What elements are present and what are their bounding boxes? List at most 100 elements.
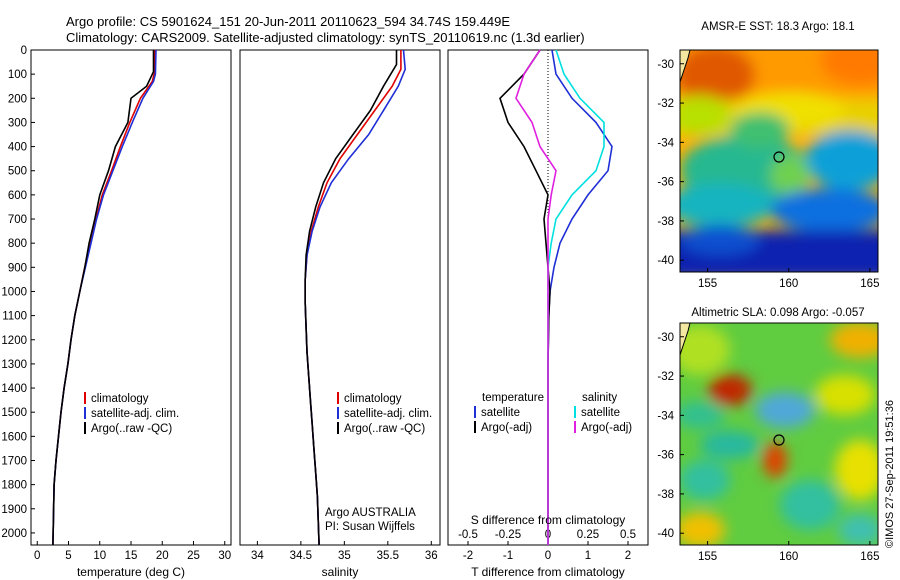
series-line-salinity-satellite xyxy=(547,49,605,545)
lat-tick-label: -38 xyxy=(657,216,674,228)
depth-tick-label: 100 xyxy=(8,69,27,81)
depth-tick-label: 400 xyxy=(8,142,27,154)
x-tick-label: -2 xyxy=(463,550,473,562)
salinity-x-axis: 34 34.5 35 35.5 36 xyxy=(251,541,438,562)
lat-tick-label: -34 xyxy=(657,137,674,149)
series-line-temperature-satellite xyxy=(547,49,613,545)
x-tick-label: 36 xyxy=(425,550,438,562)
depth-tick-label: 1900 xyxy=(1,504,27,516)
lon-tick-label: 160 xyxy=(779,551,798,563)
series-line-argo-raw-qc- xyxy=(304,50,398,546)
x-tick-label: 0 xyxy=(545,550,551,562)
depth-tick-label: 700 xyxy=(8,214,27,226)
legend-label: Argo(..raw -QC) xyxy=(91,423,172,435)
legend-label: climatology xyxy=(344,393,402,405)
temperature-series xyxy=(52,49,157,546)
lon-tick-label: 155 xyxy=(698,551,717,563)
salinity-xlabel: salinity xyxy=(322,565,359,579)
imos-timestamp: ©IMOS 27-Sep-2011 19:51:36 xyxy=(884,400,896,548)
figure-title-line2: Climatology: CARS2009. Satellite-adjuste… xyxy=(66,30,585,45)
legend-label: Argo(-adj) xyxy=(581,422,632,434)
lat-tick-label: -40 xyxy=(657,528,674,540)
lon-tick-label: 155 xyxy=(698,278,717,290)
temperature-x-axis: 0 5 10 15 20 25 30 xyxy=(34,541,231,562)
coastline xyxy=(680,50,691,83)
salinity-series xyxy=(304,49,407,546)
lon-tick-label: 165 xyxy=(860,278,879,290)
x-tick-label: 0 xyxy=(34,550,40,562)
sla-map-title: Altimetric SLA: 0.098 Argo: -0.057 xyxy=(691,307,864,319)
series-line-argo-raw-qc- xyxy=(52,50,155,546)
legend-label: satellite-adj. clim. xyxy=(344,408,432,420)
temperature-legend: climatology satellite-adj. clim. Argo(..… xyxy=(84,392,179,435)
difference-legend: temperature salinity satellite Argo(-adj… xyxy=(474,392,632,434)
sst-map-image xyxy=(680,50,878,272)
depth-tick-label: 1700 xyxy=(1,455,27,467)
s-tick-label: -0.25 xyxy=(495,529,521,541)
lat-tick-label: -38 xyxy=(657,489,674,501)
series-line-climatology xyxy=(52,49,156,546)
series-line-satellite-adj-clim- xyxy=(304,49,407,546)
x-tick-label: 34 xyxy=(251,550,264,562)
depth-tick-label: 900 xyxy=(8,262,27,274)
legend-label: Argo(-adj) xyxy=(481,422,532,434)
x-tick-label: 2 xyxy=(625,550,631,562)
lat-tick-label: -34 xyxy=(657,410,674,422)
legend-label: satellite-adj. clim. xyxy=(91,408,179,420)
figure-title-line1: Argo profile: CS 5901624_151 20-Jun-2011… xyxy=(66,14,510,29)
argo-location-marker xyxy=(773,434,785,446)
x-tick-label: 30 xyxy=(218,550,231,562)
depth-tick-label: 2000 xyxy=(1,528,27,540)
lat-tick-label: -32 xyxy=(657,98,674,110)
legend-label: satellite xyxy=(481,407,520,419)
x-tick-label: 34.5 xyxy=(290,550,312,562)
depth-tick-label: 1800 xyxy=(1,480,27,492)
x-tick-label: -1 xyxy=(503,550,513,562)
s-tick-label: 0.5 xyxy=(620,529,636,541)
x-tick-label: 35 xyxy=(338,550,351,562)
legend-title-temperature: temperature xyxy=(482,392,544,404)
t-difference-xlabel: T difference from climatology xyxy=(471,565,625,579)
lat-tick-label: -32 xyxy=(657,371,674,383)
x-tick-label: 35.5 xyxy=(377,550,399,562)
depth-tick-label: 1000 xyxy=(1,286,27,298)
depth-tick-label: 1200 xyxy=(1,335,27,347)
x-tick-label: 10 xyxy=(93,550,106,562)
depth-tick-label: 1600 xyxy=(1,431,27,443)
s-difference-label: S difference from climatology xyxy=(471,513,626,527)
legend-label: satellite xyxy=(581,407,620,419)
sla-map-axes: -30 -32 -34 -36 -38 -40 155 160 165 xyxy=(657,332,879,563)
x-tick-label: 5 xyxy=(65,550,71,562)
x-tick-label: 15 xyxy=(125,550,138,562)
data-source-note: Argo AUSTRALIA xyxy=(325,507,416,519)
x-tick-label: 25 xyxy=(187,550,200,562)
sla-map-frame xyxy=(679,322,879,546)
lat-tick-label: -36 xyxy=(657,450,674,462)
sst-map-axes: -30 -32 -34 -36 -38 -40 155 160 165 xyxy=(657,59,879,290)
x-tick-label: 20 xyxy=(156,550,169,562)
lat-tick-label: -30 xyxy=(657,59,674,71)
series-line-temperature-argo-adj- xyxy=(499,49,551,545)
lat-tick-label: -40 xyxy=(657,255,674,267)
lat-tick-label: -30 xyxy=(657,332,674,344)
legend-title-salinity: salinity xyxy=(582,392,617,404)
depth-tick-label: 0 xyxy=(21,45,27,57)
principal-investigator-note: PI: Susan Wijffels xyxy=(325,521,415,533)
sst-map-title: AMSR-E SST: 18.3 Argo: 18.1 xyxy=(701,21,854,33)
argo-location-marker xyxy=(773,151,785,163)
depth-tick-label: 1500 xyxy=(1,407,27,419)
x-tick-label: 1 xyxy=(585,550,591,562)
lat-tick-label: -36 xyxy=(657,177,674,189)
lon-tick-label: 160 xyxy=(779,278,798,290)
series-line-salinity-argo-adj- xyxy=(515,49,557,545)
s-difference-x-axis: -0.5 -0.25 0 0.25 0.5 xyxy=(458,529,636,541)
depth-tick-label: 600 xyxy=(8,190,27,202)
s-tick-label: 0.25 xyxy=(577,529,599,541)
depth-tick-label: 1100 xyxy=(2,311,27,323)
s-tick-label: -0.5 xyxy=(458,529,478,541)
legend-label: climatology xyxy=(91,393,149,405)
salinity-panel-frame xyxy=(239,49,441,546)
depth-tick-label: 1400 xyxy=(1,383,27,395)
sla-map-image xyxy=(680,323,878,545)
